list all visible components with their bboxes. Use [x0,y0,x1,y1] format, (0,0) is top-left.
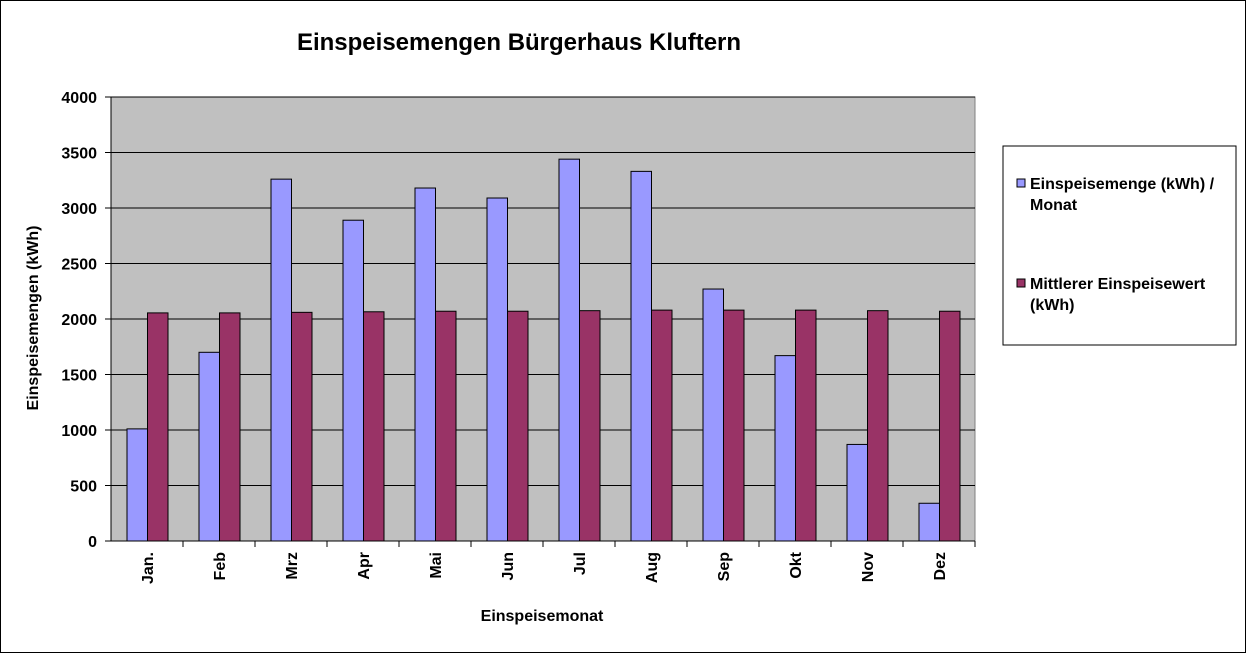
x-tick-label: Jan. [140,552,157,584]
bar-mittlerer-einspeisewert [723,309,745,542]
bar-mittlerer-einspeisewert [435,310,457,542]
legend-box [1002,145,1237,346]
legend-label: Einspeisemenge (kWh) / Monat [1030,176,1215,214]
y-tick-label: 2500 [61,257,97,274]
bar-einspeisemenge [126,428,148,542]
y-tick-label: 1500 [61,368,97,385]
bar-mittlerer-einspeisewert [867,310,889,542]
x-tick-label: Feb [212,552,229,581]
x-tick-label: Dez [932,552,949,580]
y-tick-label: 0 [88,534,97,551]
y-tick-label: 4000 [61,90,97,107]
bar-einspeisemenge [486,197,508,542]
x-tick-label: Mrz [284,552,301,580]
x-tick-label: Jul [572,552,589,575]
x-tick-label: Okt [788,551,805,578]
chart-title: Einspeisemengen Bürgerhaus Kluftern [297,29,741,56]
x-tick-label: Mai [428,552,445,579]
bar-einspeisemenge [630,170,652,542]
bar-mittlerer-einspeisewert [579,310,601,542]
x-axis-title: Einspeisemonat [481,608,604,625]
x-tick-label: Sep [716,552,733,582]
bar-einspeisemenge [414,187,436,542]
legend-label: Mittlerer Einspeisewert (kWh) [1030,276,1206,314]
y-tick-label: 1000 [61,423,97,440]
bar-einspeisemenge [198,351,220,542]
bar-einspeisemenge [702,288,724,542]
bar-mittlerer-einspeisewert [939,310,961,542]
bar-mittlerer-einspeisewert [147,312,169,542]
y-tick-label: 3000 [61,201,97,218]
bar-einspeisemenge [342,219,364,542]
bar-einspeisemenge [774,355,796,542]
x-tick-label: Nov [860,552,877,582]
bar-mittlerer-einspeisewert [291,311,313,542]
bar-mittlerer-einspeisewert [651,309,673,542]
bar-einspeisemenge [558,158,580,542]
axes: 0 500 1000 1500 2000 2500 3000 3500 4000 Jan. Feb M… [61,90,976,584]
y-tick-label: 500 [70,479,97,496]
bar-mittlerer-einspeisewert [507,310,529,542]
bar-mittlerer-einspeisewert [795,309,817,542]
bar-einspeisemenge [846,443,868,542]
bar-mittlerer-einspeisewert [363,311,385,542]
y-tick-label: 3500 [61,146,97,163]
bar-mittlerer-einspeisewert [219,312,241,542]
x-tick-label: Jun [500,552,517,580]
y-tick-label: 2000 [61,312,97,329]
bar-einspeisemenge [918,502,940,542]
x-tick-label: Apr [356,552,373,580]
legend: Einspeisemenge (kWh) / Monat Mittlerer Ein… [1002,145,1237,346]
plot-area [110,96,976,542]
x-tick-label: Aug [644,552,661,583]
legend-swatch [1016,178,1026,188]
bar-einspeisemenge [270,178,292,542]
y-axis-title: Einspeisemengen (kWh) [25,226,42,411]
legend-swatch [1016,278,1026,288]
